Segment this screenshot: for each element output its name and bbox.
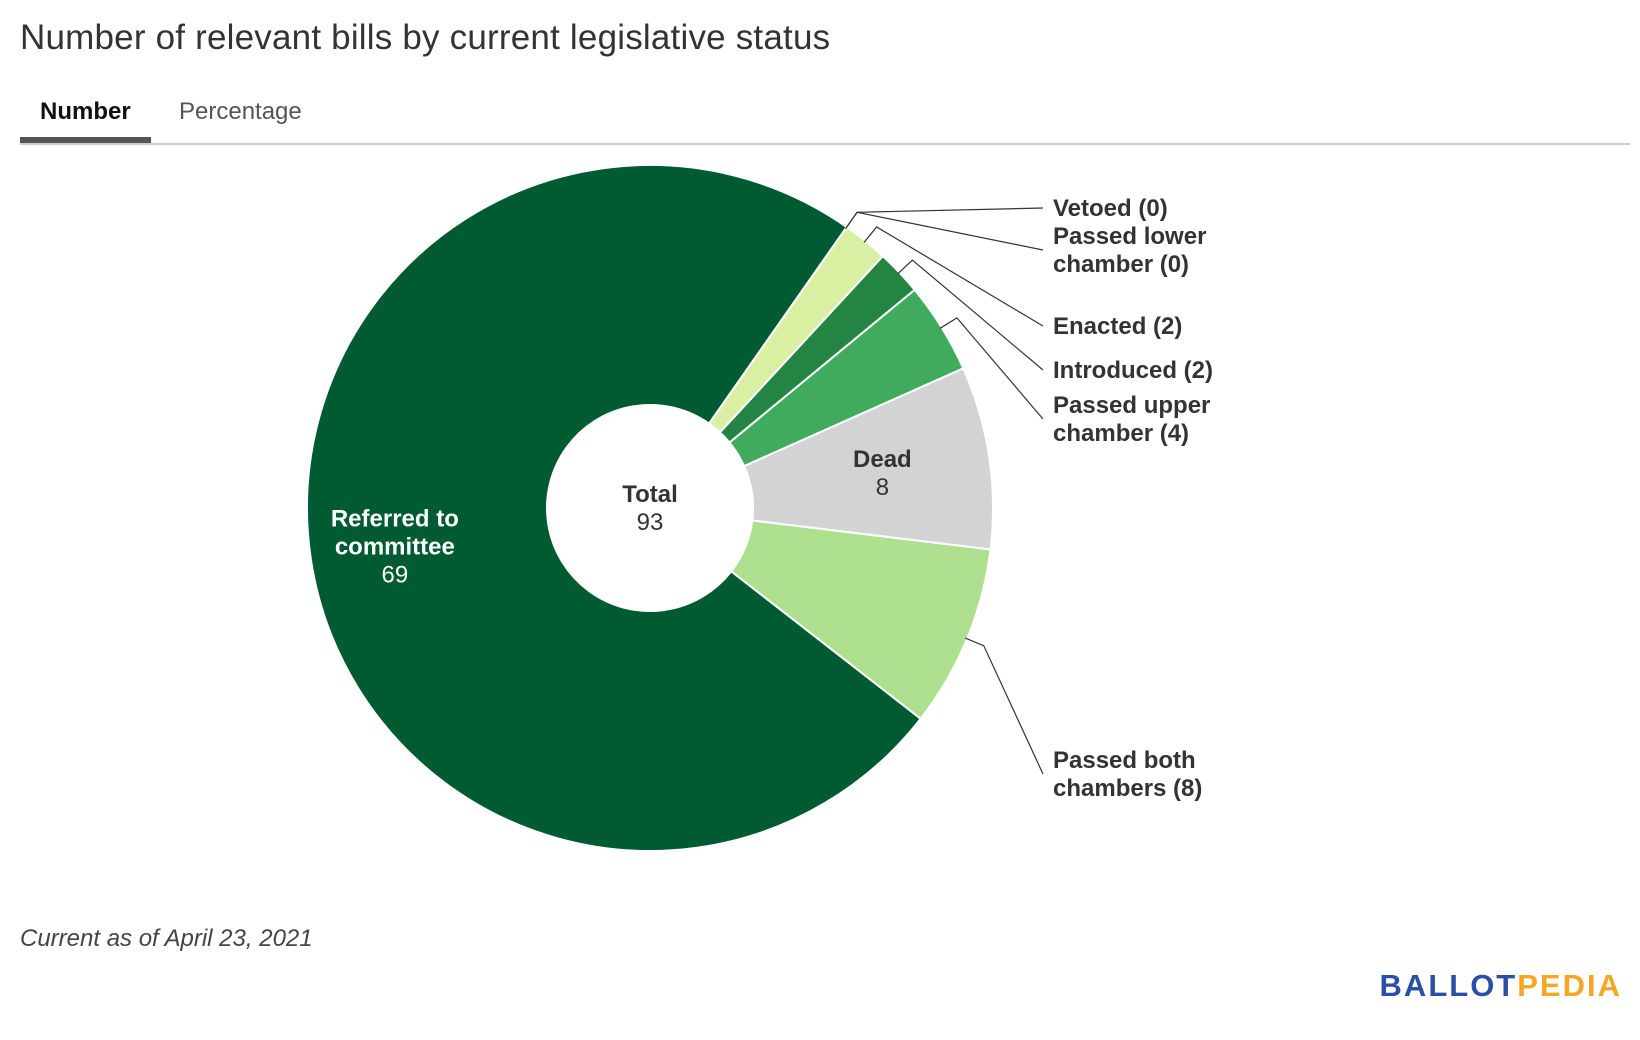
label-introduced: Introduced (2) [1053,357,1213,384]
label-dead: Dead 8 [853,446,912,501]
logo-part-pedia: PEDIA [1517,968,1622,1003]
slice-passed-both-chambers[interactable] [729,519,992,721]
leader-line-passed-lower-chamber [845,211,1044,251]
tab-number[interactable]: Number [20,86,151,143]
slice-enacted[interactable] [707,225,885,434]
ballotpedia-logo[interactable]: BALLOTPEDIA [1380,968,1622,1004]
label-vetoed: Vetoed (0) [1053,195,1168,222]
logo-part-ballot: BALLOT [1379,968,1518,1003]
slice-dead[interactable] [742,366,994,551]
leader-line-vetoed [845,207,1044,230]
tab-percentage[interactable]: Percentage [179,98,302,125]
leader-line-passed-both-chambers [964,637,1044,775]
chart-title: Number of relevant bills by current legi… [20,18,831,57]
leader-line-introduced [897,259,1044,371]
leader-line-passed-upper-chamber [939,317,1044,420]
footnote: Current as of April 23, 2021 [20,925,313,952]
label-passed-both-chambers: Passed both chambers (8) [1053,747,1202,802]
slice-referred-to-committee[interactable] [306,164,923,852]
label-passed-upper-chamber: Passed upper chamber (4) [1053,392,1210,447]
center-total-value: 93 [637,509,664,536]
tab-bar: Number Percentage [20,86,1630,145]
center-total-label: Total [622,481,678,508]
leader-line-enacted [863,226,1044,327]
label-referred-to-committee: Referred to committee 69 [331,505,459,588]
label-enacted: Enacted (2) [1053,313,1182,340]
label-passed-lower-chamber: Passed lower chamber (0) [1053,223,1206,278]
